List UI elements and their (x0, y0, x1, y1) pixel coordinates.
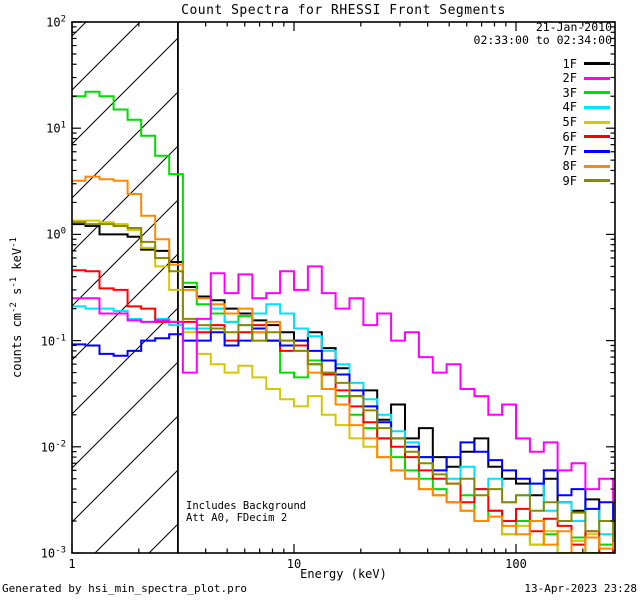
page-title: Count Spectra for RHESSI Front Segments (181, 3, 506, 18)
y-axis-label-part: keV (10, 247, 24, 277)
legend-label-9F: 9F (562, 173, 577, 188)
axis-ticks (71, 21, 615, 554)
plot-annotation: Includes Background Att A0, FDecim 2 (186, 500, 307, 524)
x-tick-label-100: 100 (505, 557, 527, 571)
legend-item-5F: 5F (555, 115, 610, 129)
annotation-background: Includes Background (186, 500, 307, 512)
legend-item-6F: 6F (555, 130, 610, 144)
legend-label-8F: 8F (562, 159, 577, 174)
legend-item-1F: 1F (555, 57, 610, 71)
legend-color-line-3F (584, 91, 610, 95)
y-tick-label-1e1: 101 (46, 120, 66, 136)
axes-box (71, 21, 616, 554)
legend-label-3F: 3F (562, 85, 577, 100)
y-tick-label-1e-3: 10-3 (40, 545, 66, 561)
footer-generated-by: Generated by hsi_min_spectra_plot.pro (2, 582, 248, 595)
x-tick-label-10: 10 (286, 557, 302, 571)
legend-label-5F: 5F (562, 115, 577, 130)
legend-item-4F: 4F (555, 100, 610, 114)
legend-color-line-9F (584, 179, 610, 183)
legend-item-3F: 3F (555, 86, 610, 100)
observation-interval: 02:33:00 to 02:34:00 (473, 33, 612, 47)
y-axis-label-part: -1 (9, 276, 19, 288)
y-tick-label-1e-1: 10-1 (40, 333, 66, 349)
y-axis-label-part: s (10, 287, 24, 303)
footer-timestamp: 13-Apr-2023 23:28 (524, 582, 637, 595)
annotation-attenuator: Att A0, FDecim 2 (186, 511, 288, 524)
y-axis-label: counts cm-2 s-1 keV-1 (9, 237, 24, 378)
legend-color-line-8F (584, 164, 610, 168)
legend-item-7F: 7F (555, 144, 610, 158)
observation-time-block: 21-Jan-2010 02:33:00 to 02:34:00 (474, 21, 612, 47)
spectrum-curve-7F (72, 327, 615, 522)
legend-item-2F: 2F (555, 71, 610, 85)
spectrum-curve-8F (72, 175, 615, 553)
legend-item-9F: 9F (555, 174, 610, 188)
legend-label-6F: 6F (562, 129, 577, 144)
legend-color-line-5F (584, 120, 610, 124)
hatched-attenuated-region (72, 22, 179, 553)
y-tick-label-1e2: 102 (46, 14, 66, 30)
y-axis-label-part: -2 (9, 302, 19, 313)
legend-label-1F: 1F (562, 56, 577, 71)
observation-date: 21-Jan-2010 (535, 20, 612, 34)
spectra-curves (72, 90, 615, 553)
legend-item-8F: 8F (555, 159, 610, 173)
legend-color-line-7F (584, 149, 610, 153)
spectrum-curve-2F (72, 265, 615, 504)
x-axis-label: Energy (keV) (300, 567, 387, 581)
legend-label-7F: 7F (562, 144, 577, 159)
spectrum-curve-9F (72, 221, 615, 542)
legend-label-2F: 2F (562, 71, 577, 86)
legend-label-4F: 4F (562, 100, 577, 115)
legend-color-line-1F (584, 62, 610, 65)
legend-color-line-2F (584, 76, 610, 80)
x-tick-label-1: 1 (68, 557, 76, 571)
legend-color-line-4F (584, 105, 610, 109)
y-tick-label-1e-2: 10-2 (40, 439, 66, 455)
legend-color-line-6F (584, 135, 610, 139)
y-tick-label-1e0: 100 (46, 226, 66, 242)
